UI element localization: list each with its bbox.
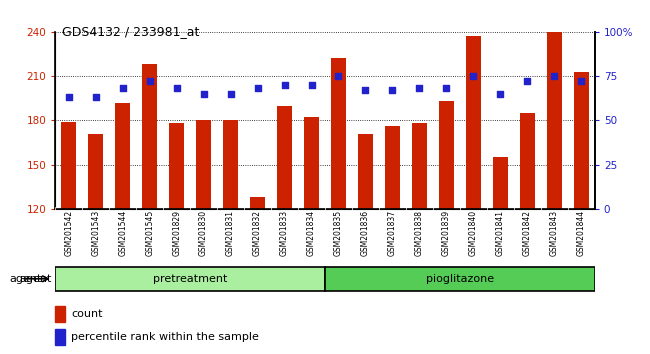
Text: agent: agent xyxy=(20,274,52,284)
Text: GSM201844: GSM201844 xyxy=(577,210,586,256)
Point xyxy=(495,91,506,97)
Point xyxy=(252,86,263,91)
Text: GSM201829: GSM201829 xyxy=(172,210,181,256)
Bar xyxy=(412,123,427,209)
Text: pretreatment: pretreatment xyxy=(153,274,228,284)
Text: count: count xyxy=(72,309,103,319)
Bar xyxy=(55,329,65,345)
Point xyxy=(64,95,74,100)
Bar xyxy=(547,32,562,209)
Point xyxy=(333,73,344,79)
Text: GSM201542: GSM201542 xyxy=(64,210,73,256)
Text: GSM201545: GSM201545 xyxy=(145,210,154,256)
Bar xyxy=(250,197,265,209)
Point xyxy=(198,91,209,97)
Point xyxy=(118,86,128,91)
Text: GSM201544: GSM201544 xyxy=(118,210,127,256)
Bar xyxy=(88,133,103,209)
Point xyxy=(576,79,586,84)
Bar xyxy=(55,267,325,291)
Point xyxy=(172,86,182,91)
Point xyxy=(387,87,398,93)
Text: GSM201831: GSM201831 xyxy=(226,210,235,256)
Text: GSM201834: GSM201834 xyxy=(307,210,316,256)
Text: GSM201833: GSM201833 xyxy=(280,210,289,256)
Point xyxy=(280,82,290,88)
Text: GSM201543: GSM201543 xyxy=(91,210,100,256)
Bar xyxy=(304,118,319,209)
Text: pioglitazone: pioglitazone xyxy=(426,274,494,284)
Text: GSM201830: GSM201830 xyxy=(199,210,208,256)
Bar xyxy=(466,36,481,209)
Bar xyxy=(61,122,76,209)
Bar xyxy=(196,120,211,209)
Bar xyxy=(325,267,595,291)
Text: GSM201843: GSM201843 xyxy=(550,210,559,256)
Text: GDS4132 / 233981_at: GDS4132 / 233981_at xyxy=(62,25,199,38)
Bar xyxy=(439,101,454,209)
Bar xyxy=(493,157,508,209)
Text: GSM201841: GSM201841 xyxy=(496,210,505,256)
Point xyxy=(414,86,424,91)
Bar xyxy=(142,64,157,209)
Bar xyxy=(574,72,589,209)
Point xyxy=(306,82,317,88)
Text: percentile rank within the sample: percentile rank within the sample xyxy=(72,332,259,342)
Point xyxy=(144,79,155,84)
Text: GSM201835: GSM201835 xyxy=(334,210,343,256)
Bar xyxy=(55,306,65,321)
Text: GSM201839: GSM201839 xyxy=(442,210,451,256)
Bar xyxy=(385,126,400,209)
Text: agent: agent xyxy=(9,274,42,284)
Point xyxy=(90,95,101,100)
Point xyxy=(226,91,236,97)
Text: GSM201842: GSM201842 xyxy=(523,210,532,256)
Text: GSM201837: GSM201837 xyxy=(388,210,397,256)
Text: GSM201838: GSM201838 xyxy=(415,210,424,256)
Point xyxy=(360,87,370,93)
Point xyxy=(549,73,560,79)
Bar xyxy=(358,133,373,209)
Bar xyxy=(223,120,238,209)
Bar xyxy=(277,105,292,209)
Point xyxy=(522,79,532,84)
Point xyxy=(441,86,452,91)
Text: GSM201832: GSM201832 xyxy=(253,210,262,256)
Bar xyxy=(520,113,535,209)
Bar xyxy=(331,58,346,209)
Bar xyxy=(169,123,184,209)
Text: GSM201836: GSM201836 xyxy=(361,210,370,256)
Text: GSM201840: GSM201840 xyxy=(469,210,478,256)
Point xyxy=(468,73,478,79)
Bar xyxy=(115,103,130,209)
